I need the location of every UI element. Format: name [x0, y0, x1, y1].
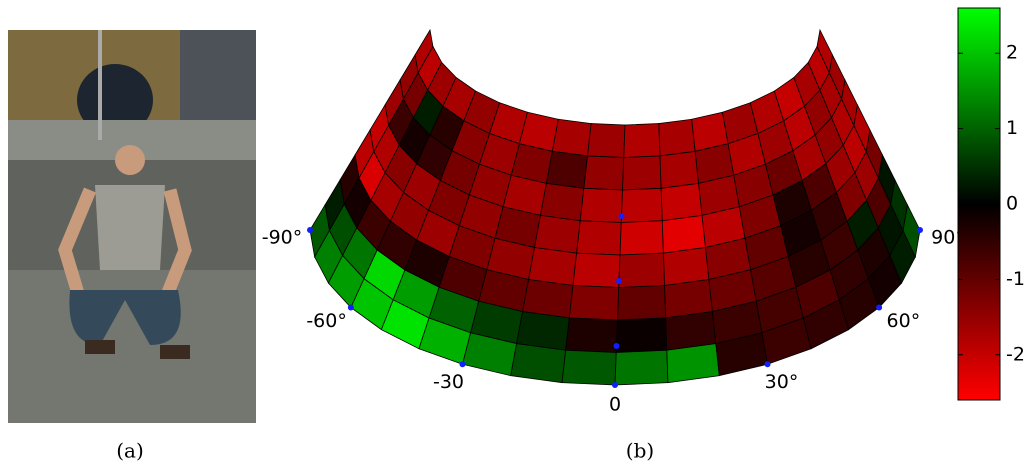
cell [618, 285, 666, 320]
cell [540, 183, 583, 220]
colorbar: 2 1 0 -1 -2 [958, 8, 1025, 400]
angle-marker [307, 227, 313, 233]
cell [620, 221, 663, 255]
cell [569, 285, 618, 320]
cell [588, 124, 625, 158]
angle-label: 60° [887, 310, 921, 332]
cell [619, 253, 665, 287]
colorbar-tick-label: 0 [1006, 193, 1018, 215]
colorbar-tick-label: 2 [1006, 42, 1018, 64]
center-marker [616, 278, 622, 284]
cell [624, 124, 660, 158]
cell [584, 156, 624, 190]
cell [623, 156, 662, 190]
caption: (b) [626, 439, 654, 463]
cell [616, 318, 667, 353]
colorbar-fill [958, 8, 1000, 400]
angle-marker [917, 227, 923, 233]
angle-marker [460, 361, 466, 367]
cell [667, 344, 719, 383]
cell [621, 188, 662, 222]
center-marker [619, 213, 625, 219]
cell [562, 350, 616, 385]
cell [662, 215, 705, 253]
cell [660, 151, 699, 188]
angle-marker [348, 305, 354, 311]
cell [566, 318, 618, 353]
colorbar-tick-label: -1 [1006, 268, 1025, 290]
angle-marker [612, 382, 618, 388]
cell [659, 119, 695, 156]
cell [529, 247, 577, 285]
figure: -90°-60°-30030°60°90° 210-1-2 (a) (b) [0, 0, 1028, 470]
cell [615, 350, 668, 385]
cell [663, 247, 709, 285]
caption: (a) [116, 439, 144, 463]
center-marker [614, 343, 620, 349]
colorbar-tick-label: 1 [1006, 117, 1018, 139]
angle-label: 0 [609, 394, 621, 416]
cell [665, 280, 713, 318]
cell [577, 221, 622, 255]
angle-label: -90° [262, 227, 303, 249]
angle-marker [876, 305, 882, 311]
angle-label: 30° [765, 371, 799, 393]
cell [511, 344, 566, 383]
cell [534, 215, 580, 253]
cell [661, 183, 702, 220]
cell [573, 253, 620, 287]
angle-label: -30 [433, 371, 464, 393]
angle-marker [765, 361, 771, 367]
photo [8, 30, 256, 423]
cell [580, 188, 622, 222]
cell [552, 119, 591, 156]
cell [523, 280, 573, 318]
cell [546, 151, 587, 188]
colorbar-tick-label: -2 [1006, 343, 1025, 365]
angle-label: -60° [306, 310, 347, 332]
